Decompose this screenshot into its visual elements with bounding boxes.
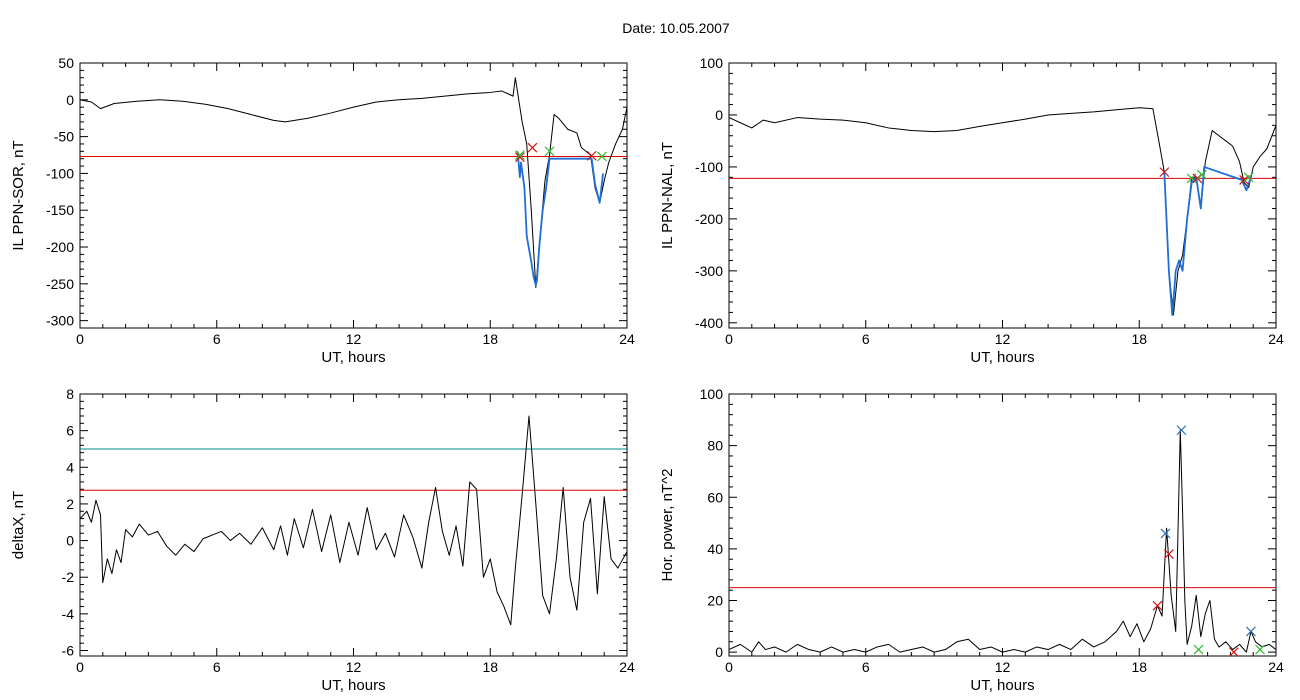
x-tick-label: 18 (482, 331, 498, 347)
y-axis-label: IL PPN-SOR, nT (10, 140, 27, 250)
data-area (729, 107, 1276, 316)
y-tick-label: -50 (54, 129, 74, 145)
event-marker (544, 146, 555, 157)
plot-frame (728, 62, 1277, 329)
series-line (80, 77, 627, 289)
event-marker (1163, 549, 1174, 559)
chart-il-sor: 0 6 12 18 24 -300 -250 -200 -150 -100 -50 0 50 UT, ho… (10, 55, 635, 366)
series-line (729, 107, 1276, 316)
x-tick-label: 18 (1131, 659, 1147, 675)
event-marker (586, 150, 597, 161)
date-label: Date: (622, 20, 659, 36)
y-tick-label: -250 (46, 276, 74, 292)
substorm-series-line (1163, 166, 1252, 316)
event-marker (1197, 169, 1207, 180)
x-tick-label: 18 (1131, 331, 1147, 347)
y-tick-label: -2 (62, 569, 75, 585)
y-tick-label: 2 (66, 496, 74, 512)
y-tick-label: 50 (58, 55, 74, 71)
event-marker (527, 142, 538, 153)
data-area (729, 425, 1276, 656)
event-marker (1246, 626, 1256, 637)
event-marker (1239, 174, 1250, 185)
chart-il-nal: 0 6 12 18 24 -400 -300 -200 -100 0 100 UT, hours IL … (659, 55, 1284, 366)
y-tick-label: 100 (700, 386, 724, 402)
y-tick-label: -100 (46, 165, 74, 181)
y-tick-label: 20 (707, 593, 723, 609)
y-tick-label: 0 (66, 533, 74, 549)
event-marker (1193, 644, 1204, 655)
event-marker (1243, 172, 1254, 183)
x-tick-label: 24 (619, 331, 635, 347)
event-marker (514, 150, 525, 160)
date-title: Date: 10.05.2007 (622, 20, 730, 36)
x-tick-label: 24 (1268, 659, 1284, 675)
x-tick-label: 0 (76, 331, 84, 347)
series-line (729, 429, 1276, 653)
x-tick-label: 0 (76, 659, 84, 675)
y-tick-label: 40 (707, 541, 723, 557)
event-marker (1152, 600, 1163, 611)
x-tick-label: 24 (619, 659, 635, 675)
x-axis-label: UT, hours (321, 677, 385, 694)
x-axis-label: UT, hours (970, 677, 1034, 694)
x-tick-label: 6 (213, 331, 221, 347)
y-tick-label: -6 (62, 643, 75, 659)
x-tick-label: 18 (482, 659, 498, 675)
event-marker (1176, 425, 1187, 436)
event-marker (1228, 647, 1239, 656)
substorm-series-line (516, 151, 604, 287)
y-axis-label: IL PPN-NAL, nT (659, 142, 676, 249)
event-marker (514, 152, 525, 163)
x-tick-label: 6 (862, 331, 870, 347)
event-marker (597, 151, 607, 162)
data-area (80, 415, 627, 626)
event-marker (1159, 167, 1170, 178)
x-tick-label: 0 (725, 331, 733, 347)
data-area (80, 77, 627, 289)
y-tick-label: 60 (707, 489, 723, 505)
x-tick-label: 0 (725, 659, 733, 675)
event-marker (1192, 173, 1203, 184)
y-tick-label: -100 (695, 159, 723, 175)
y-axis-label: deltaX, nT (10, 491, 27, 559)
plot-frame (728, 393, 1277, 657)
plot-frame (79, 393, 628, 657)
x-tick-label: 12 (346, 659, 362, 675)
y-tick-label: -400 (695, 315, 723, 331)
y-tick-label: -200 (695, 211, 723, 227)
y-tick-label: 0 (66, 92, 74, 108)
date-value: 10.05.2007 (660, 20, 730, 36)
x-tick-label: 6 (862, 659, 870, 675)
y-tick-label: -4 (62, 606, 75, 622)
event-marker (1160, 528, 1171, 539)
y-tick-label: 0 (715, 644, 723, 660)
x-tick-label: 12 (995, 659, 1011, 675)
y-tick-label: 80 (707, 438, 723, 454)
y-tick-label: -200 (46, 239, 74, 255)
y-tick-label: -300 (46, 313, 74, 329)
y-tick-label: -300 (695, 263, 723, 279)
x-tick-label: 12 (346, 331, 362, 347)
y-tick-label: 0 (715, 107, 723, 123)
y-tick-label: 6 (66, 423, 74, 439)
chart-hor-power: 0 6 12 18 24 0 20 40 60 80 100 UT, hours Hor. power,… (659, 386, 1284, 694)
x-tick-label: 12 (995, 331, 1011, 347)
y-tick-label: 100 (700, 55, 724, 71)
x-tick-label: 6 (213, 659, 221, 675)
y-tick-label: 8 (66, 386, 74, 402)
y-axis-label: Hor. power, nT^2 (659, 469, 676, 582)
y-tick-label: 4 (66, 459, 74, 475)
event-marker (1255, 644, 1265, 655)
y-tick-label: -150 (46, 202, 74, 218)
x-axis-label: UT, hours (321, 349, 385, 366)
x-axis-label: UT, hours (970, 349, 1034, 366)
x-tick-label: 24 (1268, 331, 1284, 347)
series-line (80, 415, 627, 626)
